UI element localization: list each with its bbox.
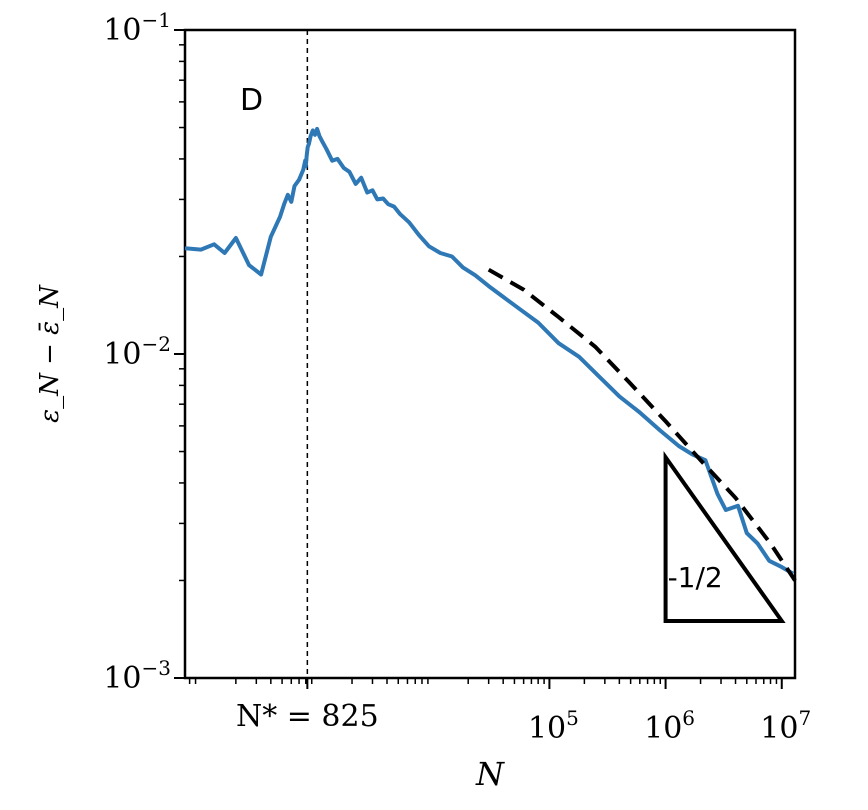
slope-triangle	[663, 451, 786, 623]
y-axis-label: ε_N − ε̄_N	[35, 284, 65, 423]
y-ticks: 10−1 10−2 10−3	[103, 8, 185, 696]
x-tick-label: 105	[528, 706, 579, 746]
series-group	[184, 126, 797, 582]
panel-label: D	[240, 83, 263, 118]
y-tick-label: 10−1	[103, 8, 171, 48]
fit-line	[487, 267, 797, 582]
x-ticks: N* = 825 105 106 107	[188, 678, 811, 746]
x-tick-label: 107	[760, 706, 811, 746]
slope-label: -1/2	[668, 561, 723, 594]
x-tick-label: N* = 825	[236, 699, 379, 734]
y-tick-label: 10−2	[103, 332, 171, 372]
error-line	[184, 126, 795, 576]
y-tick-label: 10−3	[103, 656, 171, 696]
x-axis-label: N	[475, 755, 505, 793]
x-tick-label: 106	[644, 706, 695, 746]
